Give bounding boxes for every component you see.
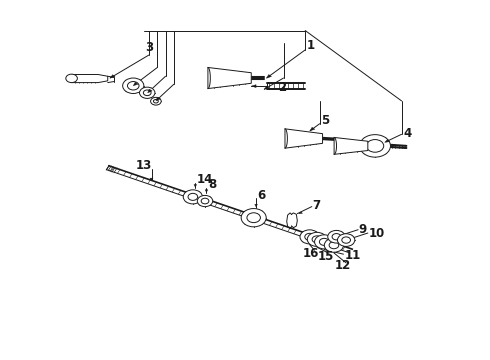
Polygon shape <box>251 85 256 87</box>
Polygon shape <box>147 89 152 93</box>
Polygon shape <box>156 97 160 101</box>
Polygon shape <box>285 129 322 148</box>
Polygon shape <box>299 212 302 213</box>
Text: 13: 13 <box>136 159 152 172</box>
Text: 10: 10 <box>368 226 385 239</box>
Circle shape <box>305 233 315 240</box>
Text: 2: 2 <box>278 81 286 94</box>
Text: 1: 1 <box>307 39 315 52</box>
Polygon shape <box>194 185 196 187</box>
Text: 3: 3 <box>146 41 154 54</box>
Text: 4: 4 <box>403 127 411 140</box>
Circle shape <box>324 238 343 252</box>
Text: 14: 14 <box>196 174 213 186</box>
Circle shape <box>307 232 326 246</box>
Text: 16: 16 <box>302 247 319 260</box>
Polygon shape <box>267 75 271 78</box>
Text: 9: 9 <box>359 223 367 236</box>
Polygon shape <box>133 82 138 86</box>
Circle shape <box>140 87 155 98</box>
Circle shape <box>144 90 151 96</box>
Circle shape <box>315 235 334 249</box>
Circle shape <box>153 99 158 103</box>
Circle shape <box>332 234 341 240</box>
Polygon shape <box>334 138 368 154</box>
Polygon shape <box>385 139 390 142</box>
Circle shape <box>360 135 391 157</box>
Polygon shape <box>264 86 269 89</box>
Circle shape <box>328 230 345 243</box>
Text: 12: 12 <box>335 259 351 272</box>
Circle shape <box>66 74 77 82</box>
Circle shape <box>300 230 319 244</box>
Circle shape <box>247 213 260 222</box>
Text: 6: 6 <box>258 189 266 202</box>
Circle shape <box>127 81 139 90</box>
Circle shape <box>241 208 266 227</box>
Circle shape <box>367 140 384 152</box>
Polygon shape <box>205 190 208 192</box>
Polygon shape <box>310 127 315 131</box>
Circle shape <box>319 238 329 246</box>
Circle shape <box>122 78 144 94</box>
Polygon shape <box>150 178 153 181</box>
Circle shape <box>183 190 202 204</box>
Circle shape <box>342 237 350 243</box>
Text: 7: 7 <box>313 199 321 212</box>
Polygon shape <box>110 75 115 78</box>
Text: 11: 11 <box>344 249 361 262</box>
Polygon shape <box>208 67 251 89</box>
Circle shape <box>201 198 209 204</box>
Text: 8: 8 <box>208 178 216 192</box>
Circle shape <box>329 242 339 249</box>
Polygon shape <box>255 204 257 207</box>
Circle shape <box>150 97 161 105</box>
Text: 5: 5 <box>321 114 329 127</box>
Circle shape <box>312 236 322 243</box>
Polygon shape <box>72 75 108 82</box>
Circle shape <box>197 195 213 207</box>
Text: 15: 15 <box>318 250 334 263</box>
Circle shape <box>188 193 197 201</box>
Circle shape <box>338 234 355 246</box>
